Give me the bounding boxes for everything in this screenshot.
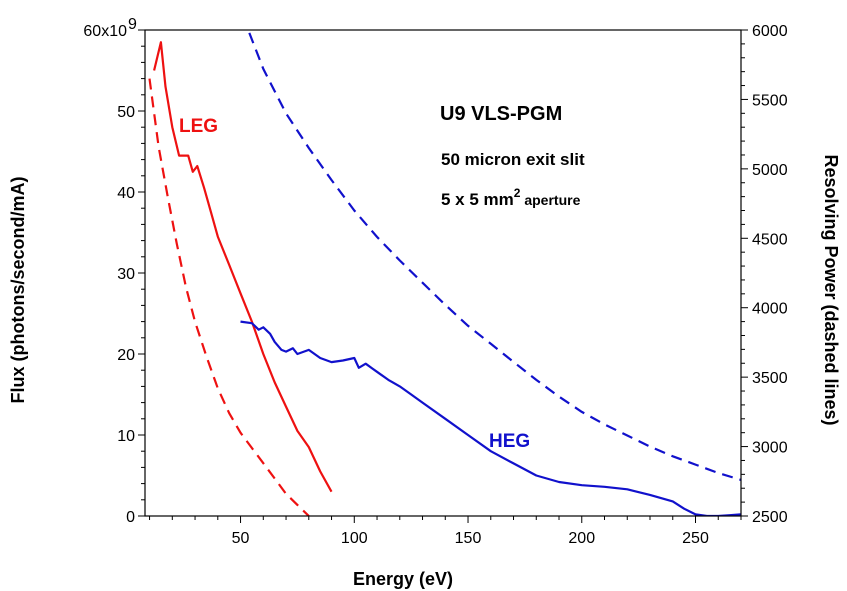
annotation-aperture-suffix: aperture: [520, 192, 580, 208]
y-tick-label: 10: [117, 428, 135, 445]
y2-tick-label: 6000: [752, 23, 788, 40]
annotation-slit: 50 micron exit slit: [441, 150, 585, 169]
leg-series-label: LEG: [179, 116, 218, 137]
y2-tick-label: 2500: [752, 509, 788, 526]
y-tick-label: 30: [117, 266, 135, 283]
y2-tick-label: 5000: [752, 162, 788, 179]
series-leg-dashed-line: [148, 78, 310, 516]
y-tick-label: 50: [117, 104, 135, 121]
annotation-aperture-prefix: 5 x 5 mm: [441, 190, 514, 209]
y-axis-title: Flux (photons/second/mA): [8, 176, 28, 403]
annotation-aperture-sup: 2: [514, 186, 521, 200]
x-axis-title: Energy (eV): [353, 569, 453, 589]
y2-axis-title: Resolving Power (dashed lines): [821, 154, 841, 425]
y2-tick-label: 4500: [752, 231, 788, 248]
y2-tick-label: 4000: [752, 301, 788, 318]
y2-tick-label: 3500: [752, 370, 788, 387]
heg-series-label: HEG: [489, 431, 530, 452]
annotation-title: U9 VLS-PGM: [440, 103, 562, 125]
series-leg-solid-line: [153, 41, 333, 493]
x-tick-label: 250: [682, 530, 709, 547]
series-heg-dashed-line: [247, 30, 741, 481]
series-heg-solid-line: [240, 320, 741, 516]
plot-layer: [148, 30, 741, 516]
y-tick-exponent: 9: [128, 16, 137, 33]
y-tick-label: 60x10: [83, 23, 127, 40]
x-tick-label: 50: [232, 530, 250, 547]
y-tick-label: 20: [117, 347, 135, 364]
x-tick-label: 100: [341, 530, 368, 547]
y-tick-label: 40: [117, 185, 135, 202]
y2-tick-label: 5500: [752, 92, 788, 109]
y-tick-label: 0: [126, 509, 135, 526]
annotation-aperture: 5 x 5 mm2 aperture: [441, 186, 581, 209]
x-tick-label: 200: [568, 530, 595, 547]
x-tick-label: 150: [455, 530, 482, 547]
y2-tick-label: 3000: [752, 440, 788, 457]
